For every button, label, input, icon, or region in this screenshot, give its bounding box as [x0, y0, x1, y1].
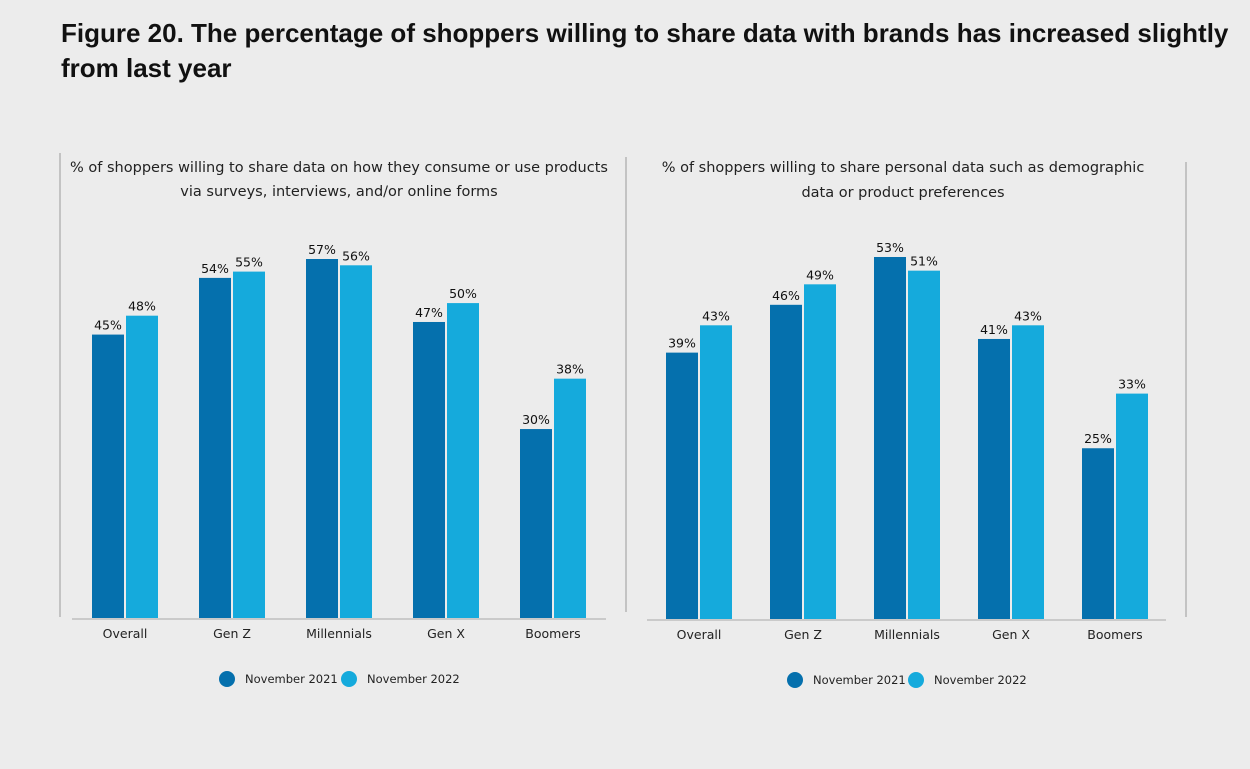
legend-swatch-nov2021 — [219, 671, 235, 687]
chart-subtitle-line: % of shoppers willing to share data on h… — [70, 160, 608, 176]
legend-swatch-nov2021 — [787, 672, 803, 688]
bar-nov2021 — [520, 429, 552, 618]
data-label: 38% — [556, 362, 584, 377]
category-label: Gen Z — [213, 626, 251, 641]
data-label: 51% — [910, 254, 938, 269]
data-label: 39% — [668, 336, 696, 351]
bar-nov2021 — [306, 259, 338, 618]
data-label: 54% — [201, 261, 229, 276]
legend-label: November 2022 — [367, 672, 460, 686]
bar-nov2022 — [554, 378, 586, 618]
data-label: 56% — [342, 248, 370, 263]
data-label: 55% — [235, 255, 263, 270]
legend-label: November 2021 — [245, 672, 338, 686]
bar-nov2021 — [92, 334, 124, 618]
category-label: Boomers — [1087, 627, 1142, 642]
data-label: 50% — [449, 286, 477, 301]
bar-nov2022 — [1012, 325, 1044, 619]
chart-subtitle-line: % of shoppers willing to share personal … — [662, 160, 1145, 176]
chart-panel-2: % of shoppers willing to share personal … — [647, 160, 1187, 688]
bar-nov2021 — [1082, 448, 1114, 619]
bar-nov2021 — [666, 352, 698, 619]
legend: November 2021 November 2022 — [219, 671, 460, 687]
category-label: Gen Z — [784, 627, 822, 642]
bar-nov2022 — [908, 270, 940, 619]
bar-nov2022 — [340, 265, 372, 618]
data-label: 49% — [806, 267, 834, 282]
bar-nov2021 — [770, 304, 802, 619]
page-title: Figure 20. The percentage of shoppers wi… — [61, 18, 1229, 83]
data-label: 33% — [1118, 377, 1146, 392]
bar-nov2022 — [233, 271, 265, 618]
category-label: Overall — [677, 627, 722, 642]
data-label: 46% — [772, 288, 800, 303]
legend-label: November 2022 — [934, 673, 1027, 687]
category-label: Gen X — [992, 627, 1030, 642]
category-label: Gen X — [427, 626, 465, 641]
bar-nov2022 — [1116, 393, 1148, 619]
bar-nov2022 — [447, 303, 479, 618]
data-label: 25% — [1084, 431, 1112, 446]
data-label: 47% — [415, 305, 443, 320]
bar-nov2021 — [874, 257, 906, 619]
chart-panel-1: % of shoppers willing to share data on h… — [59, 153, 627, 687]
category-label: Millennials — [306, 626, 372, 641]
legend-label: November 2021 — [813, 673, 906, 687]
data-label: 57% — [308, 242, 336, 257]
data-label: 41% — [980, 322, 1008, 337]
data-label: 48% — [128, 299, 156, 314]
data-label: 30% — [522, 412, 550, 427]
chart-subtitle-line: data or product preferences — [801, 185, 1004, 201]
data-label: 43% — [1014, 308, 1042, 323]
bar-nov2021 — [199, 277, 231, 618]
bar-nov2021 — [413, 321, 445, 618]
data-label: 43% — [702, 308, 730, 323]
legend: November 2021 November 2022 — [787, 672, 1027, 688]
legend-swatch-nov2022 — [341, 671, 357, 687]
category-label: Overall — [103, 626, 148, 641]
legend-swatch-nov2022 — [908, 672, 924, 688]
bar-nov2022 — [804, 284, 836, 619]
data-label: 53% — [876, 240, 904, 255]
category-label: Millennials — [874, 627, 940, 642]
bar-nov2021 — [978, 338, 1010, 619]
bar-nov2022 — [126, 315, 158, 618]
bar-nov2022 — [700, 325, 732, 619]
data-label: 45% — [94, 318, 122, 333]
category-label: Boomers — [525, 626, 580, 641]
chart-subtitle-line: via surveys, interviews, and/or online f… — [180, 184, 497, 200]
